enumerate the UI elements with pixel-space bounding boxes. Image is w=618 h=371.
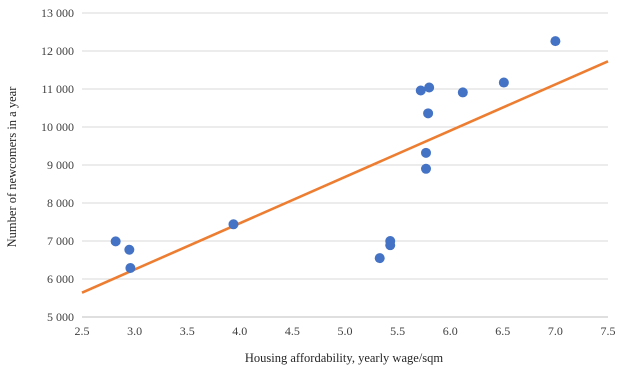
- data-point: [125, 262, 136, 273]
- data-point: [374, 253, 385, 264]
- data-point: [424, 82, 435, 93]
- y-axis-title: Number of newcomers in a year: [5, 86, 19, 248]
- trendline-group: [81, 60, 609, 294]
- gridlines: [82, 12, 608, 280]
- x-tick-label: 7.0: [548, 324, 563, 338]
- x-tick-label: 5.5: [390, 324, 405, 338]
- data-point: [498, 77, 509, 88]
- x-tick-label: 7.5: [601, 324, 616, 338]
- y-tick-label: 7 000: [47, 234, 74, 248]
- data-points: [110, 36, 561, 273]
- y-tick-label: 8 000: [47, 196, 74, 210]
- y-tick-label: 5 000: [47, 310, 74, 324]
- data-point: [415, 85, 426, 96]
- data-point: [385, 240, 396, 251]
- data-point: [124, 244, 135, 255]
- x-tick-label: 4.0: [232, 324, 247, 338]
- x-axis-title: Housing affordability, yearly wage/sqm: [245, 351, 443, 365]
- x-tick-labels: 2.5 3.0 3.5 4.0 4.5 5.0 5.5 6.0 6.5 7.0 7.5: [75, 324, 616, 338]
- x-tick-label: 2.5: [75, 324, 90, 338]
- y-tick-label: 10 000: [41, 120, 74, 134]
- data-point: [421, 163, 432, 174]
- y-tick-label: 6 000: [47, 272, 74, 286]
- x-tick-label: 3.0: [127, 324, 142, 338]
- x-tick-label: 3.5: [180, 324, 195, 338]
- data-point: [110, 236, 121, 247]
- data-point: [457, 87, 468, 98]
- y-tick-label: 11 000: [41, 82, 74, 96]
- x-tick-label: 6.0: [443, 324, 458, 338]
- data-point: [550, 36, 561, 47]
- trendline: [81, 60, 609, 294]
- y-tick-labels: 5 000 6 000 7 000 8 000 9 000 10 000 11 000 12 …: [41, 6, 74, 324]
- x-tick-label: 6.5: [495, 324, 510, 338]
- x-tick-label: 5.0: [338, 324, 353, 338]
- data-point: [423, 108, 434, 119]
- y-tick-label: 12 000: [41, 44, 74, 58]
- y-tick-label: 13 000: [41, 6, 74, 20]
- x-tick-label: 4.5: [285, 324, 300, 338]
- data-point: [421, 147, 432, 158]
- data-point: [228, 219, 239, 230]
- y-tick-label: 9 000: [47, 158, 74, 172]
